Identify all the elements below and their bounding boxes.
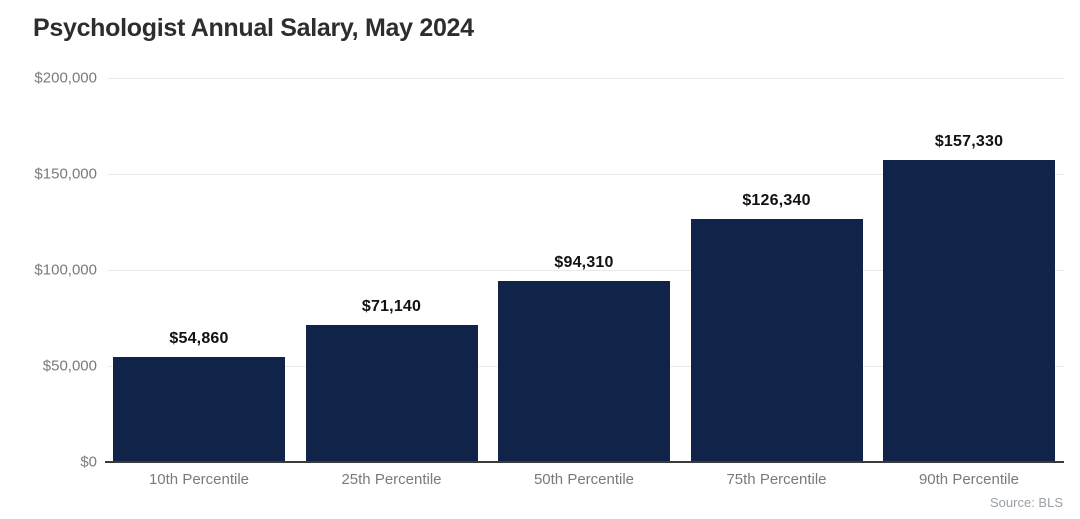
x-axis-category-label: 75th Percentile <box>726 471 827 488</box>
bar-slot: $54,860 <box>113 78 285 462</box>
gridline <box>108 78 1064 79</box>
chart-title: Psychologist Annual Salary, May 2024 <box>33 14 474 42</box>
x-axis-category-label: 25th Percentile <box>341 471 442 488</box>
x-axis-category-label: 10th Percentile <box>148 471 250 488</box>
y-axis-tick-label: $50,000 <box>42 357 97 375</box>
bar <box>305 325 478 462</box>
bar-value-label: $126,340 <box>742 192 811 210</box>
bar-value-label: $54,860 <box>169 329 229 347</box>
bar-value-label: $157,330 <box>934 132 1004 150</box>
x-axis-labels: 10th Percentile 25th Percentile 50th Perce… <box>108 471 1064 488</box>
bar-slot: $71,140 <box>305 78 478 462</box>
bar-slot: $157,330 <box>883 78 1055 462</box>
bar-value-label: $71,140 <box>361 298 422 316</box>
y-axis-tick-label: $100,000 <box>34 261 97 279</box>
y-axis: $0 $50,000 $100,000 $150,000 $200,000 <box>0 70 97 471</box>
bar-slot: $126,340 <box>690 78 863 462</box>
gridline <box>108 174 1064 175</box>
bar <box>883 159 1055 462</box>
bars-row: $54,860 $71,140 $94,310 $126,340 $157,330 <box>108 78 1064 462</box>
source-attribution: Source: BLS <box>990 495 1063 510</box>
bar <box>498 280 670 462</box>
bar-value-label: $94,310 <box>554 253 614 271</box>
bar <box>113 356 285 462</box>
x-axis-category-label: 50th Percentile <box>533 471 635 488</box>
x-axis-baseline <box>105 461 1064 463</box>
gridline <box>108 270 1064 271</box>
y-axis-tick-label: $200,000 <box>34 69 97 87</box>
y-axis-tick-label: $150,000 <box>34 165 97 183</box>
x-axis-category-label: 90th Percentile <box>918 471 1020 488</box>
plot-area: $54,860 $71,140 $94,310 $126,340 $157,330 <box>105 78 1064 463</box>
y-axis-tick-label: $0 <box>80 453 97 471</box>
bar-slot: $94,310 <box>498 78 670 462</box>
bar <box>690 219 863 462</box>
